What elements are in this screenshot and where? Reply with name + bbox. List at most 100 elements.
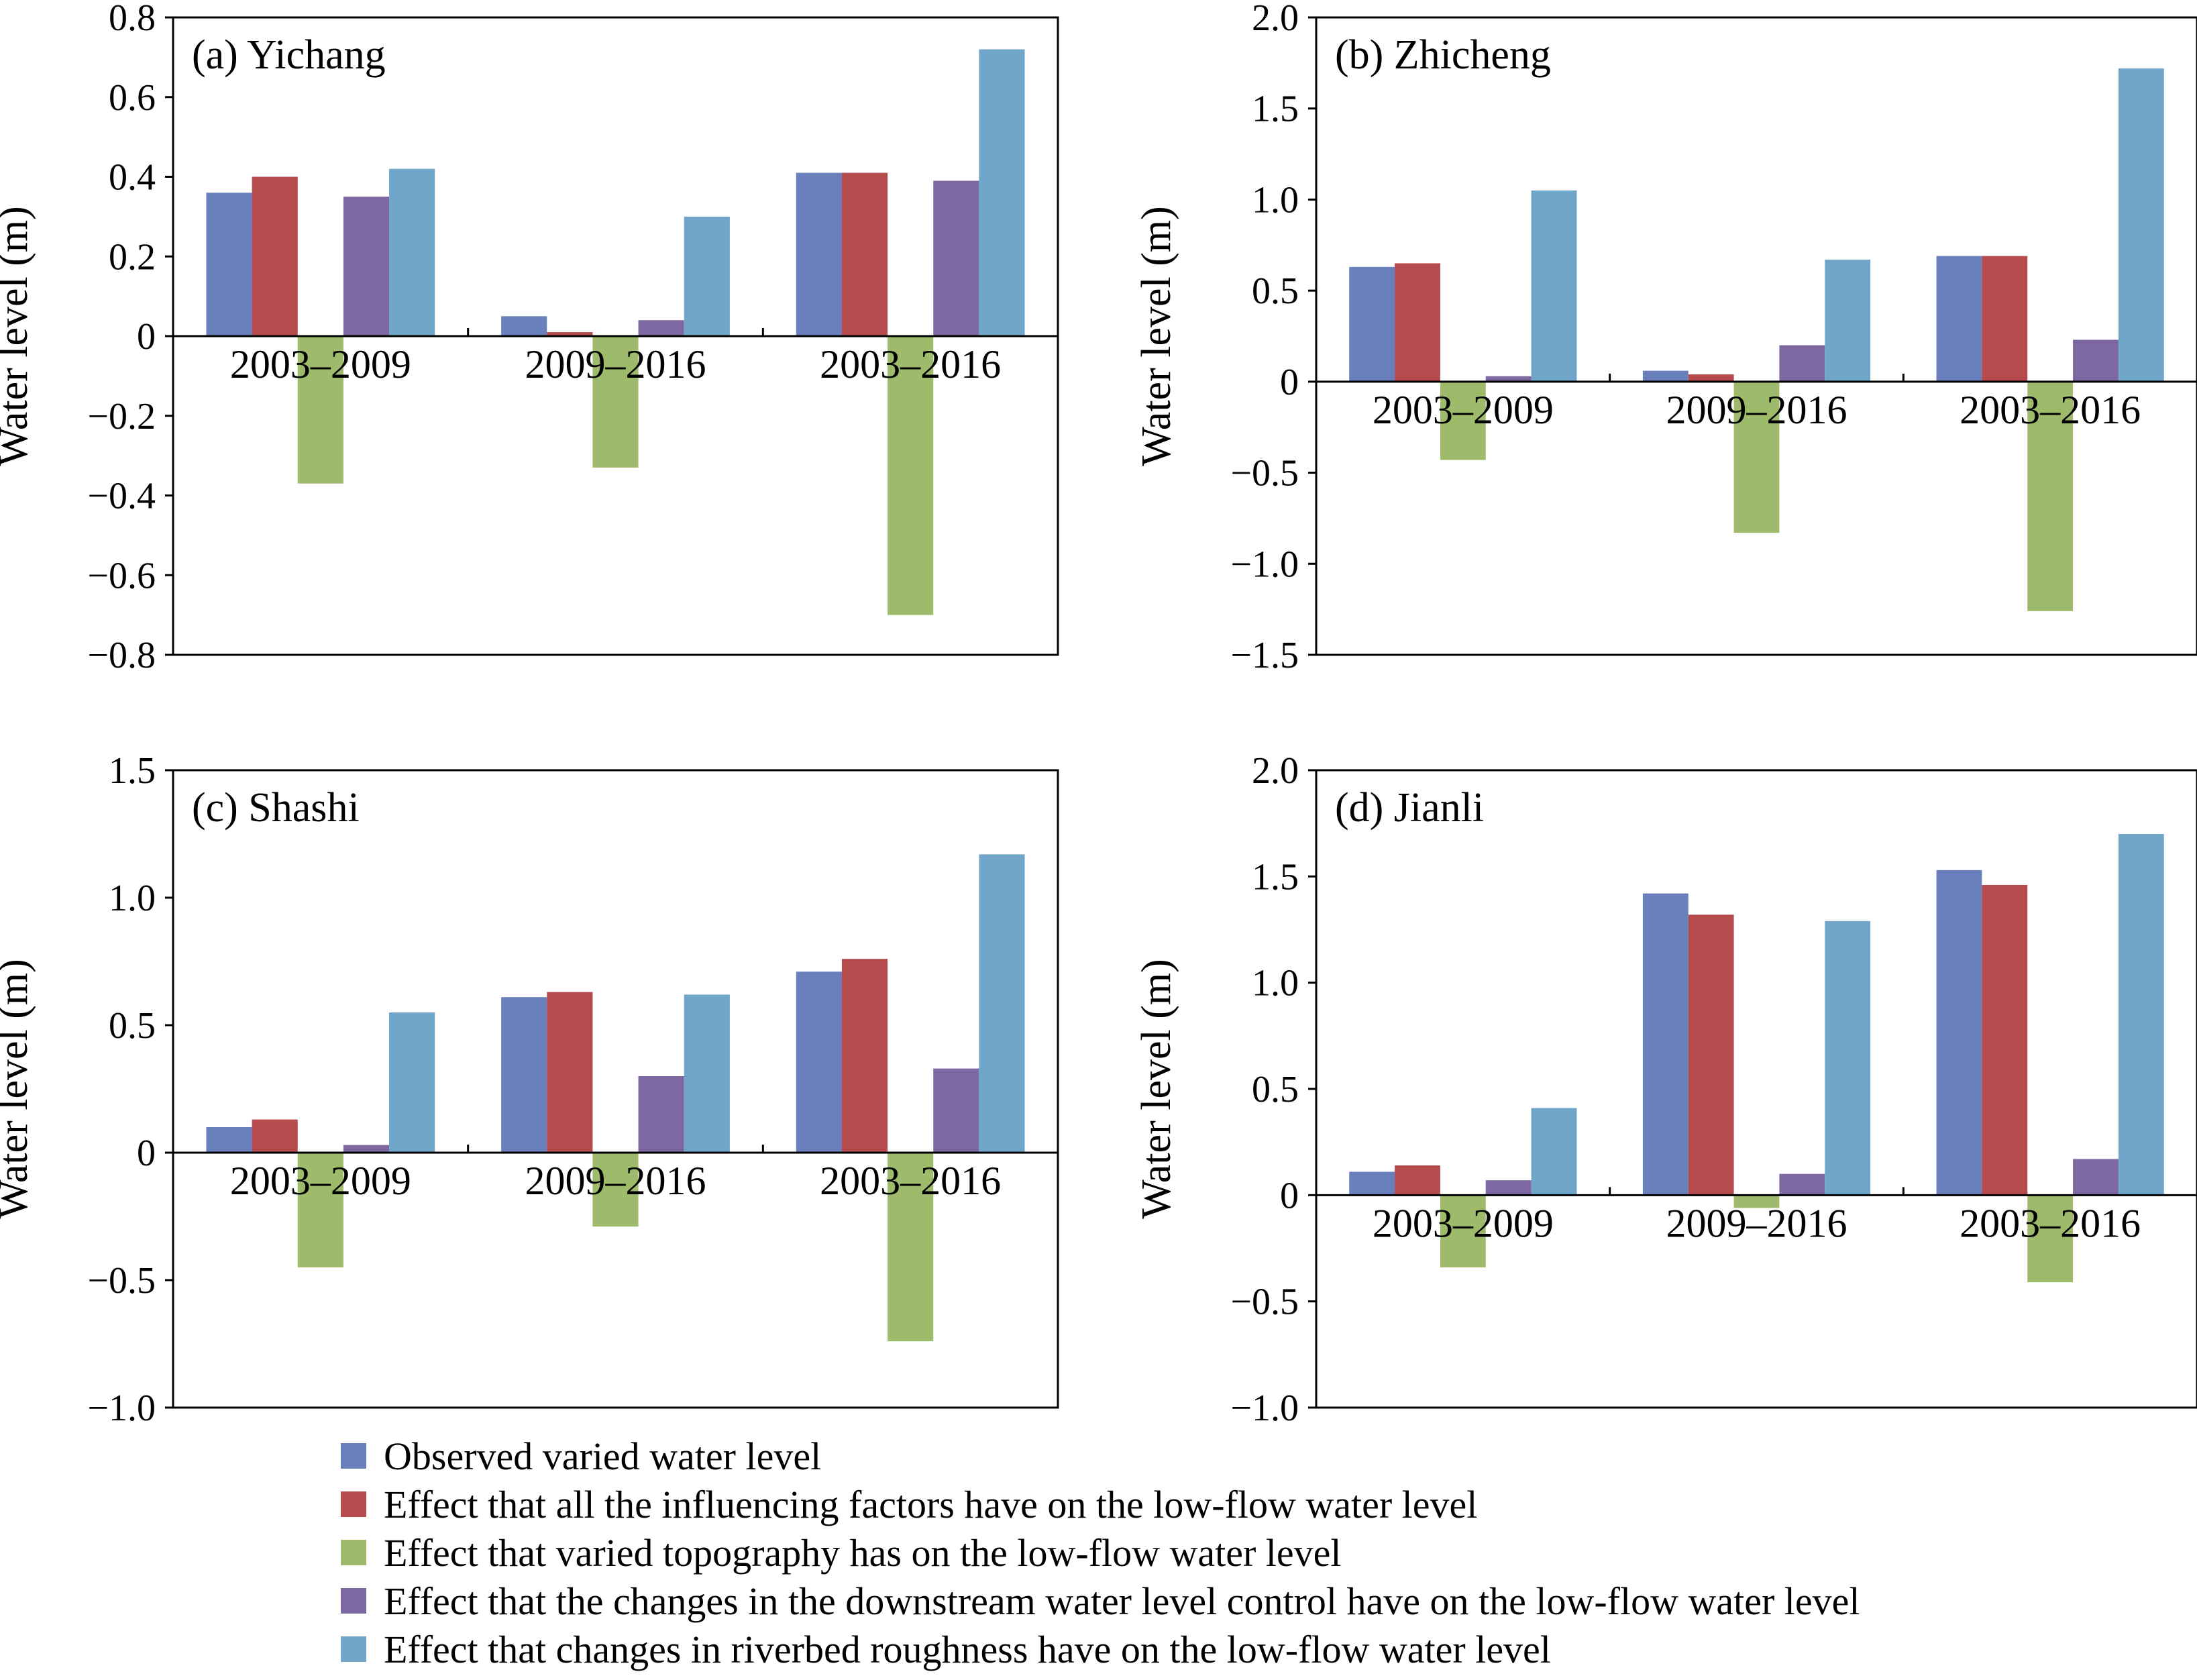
legend-swatch-1 xyxy=(341,1491,366,1517)
bar-p0-c2-s2 xyxy=(888,336,934,615)
bar-p2-c2-s0 xyxy=(796,972,842,1153)
bar-p1-c0-s4 xyxy=(1531,190,1577,382)
category-label-2-1: 2009–2016 xyxy=(525,1159,706,1203)
bar-p1-c1-s4 xyxy=(1825,260,1871,382)
bar-p1-c0-s0 xyxy=(1349,266,1395,382)
bar-p2-c0-s2 xyxy=(297,1153,343,1267)
y-tick-label-0-7: 0.6 xyxy=(109,77,156,119)
bar-p2-c2-s2 xyxy=(888,1153,934,1342)
plot-frame-3 xyxy=(1315,769,2197,1409)
bar-p0-c0-s3 xyxy=(343,197,390,336)
y-tick-label-3-6: 2.0 xyxy=(1252,750,1299,792)
legend-label-1: Effect that all the influencing factors … xyxy=(384,1483,1477,1526)
bar-p3-c2-s2 xyxy=(2027,1195,2074,1283)
y-axis-label-0: Water level (m) xyxy=(0,206,36,466)
y-tick-label-1-0: −1.5 xyxy=(1230,635,1299,676)
category-label-1-2: 2003–2016 xyxy=(1960,388,2141,432)
bar-p3-c0-s3 xyxy=(1485,1180,1532,1196)
bar-p1-c0-s2 xyxy=(1440,381,1486,460)
bar-p0-c1-s0 xyxy=(501,316,547,336)
bar-p3-c0-s0 xyxy=(1349,1171,1395,1196)
bar-p3-c2-s4 xyxy=(2118,834,2164,1196)
bar-p0-c2-s0 xyxy=(796,172,842,336)
bar-p1-c1-s0 xyxy=(1642,370,1689,382)
bar-p1-c2-s2 xyxy=(2027,381,2074,611)
bar-p1-c0-s1 xyxy=(1395,263,1440,382)
bar-p3-c0-s2 xyxy=(1440,1195,1486,1267)
y-tick-label-2-2: 0 xyxy=(137,1133,156,1174)
bar-p1-c2-s0 xyxy=(1936,256,1982,382)
category-label-0-0: 2003–2009 xyxy=(230,342,411,386)
bar-p2-c0-s0 xyxy=(206,1127,252,1153)
legend-swatch-0 xyxy=(341,1443,366,1469)
y-axis-label-2: Water level (m) xyxy=(0,959,36,1218)
y-tick-label-1-7: 2.0 xyxy=(1252,0,1299,39)
y-axis-label-1: Water level (m) xyxy=(1134,206,1179,466)
bar-p3-c2-s3 xyxy=(2073,1159,2119,1196)
y-tick-label-2-0: −1.0 xyxy=(87,1387,156,1429)
bar-p3-c1-s0 xyxy=(1642,893,1689,1196)
panel-title-2: (c) Shashi xyxy=(192,785,360,831)
bar-p1-c2-s3 xyxy=(2073,339,2119,382)
bar-p3-c1-s3 xyxy=(1779,1173,1825,1196)
y-tick-label-2-1: −0.5 xyxy=(87,1260,156,1302)
category-label-2-0: 2003–2009 xyxy=(230,1159,411,1203)
bar-p1-c2-s4 xyxy=(2118,68,2164,382)
bar-p0-c2-s3 xyxy=(933,180,979,336)
category-label-2-2: 2003–2016 xyxy=(820,1159,1001,1203)
bar-p2-c0-s3 xyxy=(343,1145,390,1153)
y-tick-label-1-2: −0.5 xyxy=(1230,453,1299,494)
category-label-3-1: 2009–2016 xyxy=(1666,1201,1847,1245)
y-tick-label-1-4: 0.5 xyxy=(1252,270,1299,312)
category-label-3-0: 2003–2009 xyxy=(1373,1201,1554,1245)
panel-title-0: (a) Yichang xyxy=(192,32,386,78)
bar-p2-c1-s2 xyxy=(592,1153,639,1227)
y-axis-label-3: Water level (m) xyxy=(1134,959,1179,1218)
plot-frame-2 xyxy=(172,769,1059,1409)
legend-label-4: Effect that changes in riverbed roughnes… xyxy=(384,1628,1551,1671)
bar-p2-c0-s4 xyxy=(389,1012,435,1153)
y-tick-label-3-5: 1.5 xyxy=(1252,856,1299,898)
bar-p0-c1-s1 xyxy=(547,332,593,336)
y-tick-label-0-2: −0.4 xyxy=(87,476,156,517)
panel-title-3: (d) Jianli xyxy=(1335,785,1484,831)
y-tick-label-0-6: 0.4 xyxy=(109,157,156,199)
bar-p2-c1-s3 xyxy=(638,1076,684,1153)
y-tick-label-3-0: −1.0 xyxy=(1230,1387,1299,1429)
bar-p3-c1-s4 xyxy=(1825,921,1871,1196)
y-tick-label-3-4: 1.0 xyxy=(1252,963,1299,1004)
y-tick-label-0-4: 0 xyxy=(137,316,156,358)
bar-p2-c0-s1 xyxy=(252,1119,298,1153)
bar-p0-c2-s1 xyxy=(841,172,888,336)
y-tick-label-0-0: −0.8 xyxy=(87,635,156,676)
bar-p0-c1-s4 xyxy=(684,216,730,336)
bar-p2-c2-s4 xyxy=(979,854,1025,1153)
legend-swatch-2 xyxy=(341,1540,366,1565)
panel-title-1: (b) Zhicheng xyxy=(1335,32,1551,78)
legend-label-0: Observed varied water level xyxy=(384,1434,821,1478)
bar-p0-c0-s1 xyxy=(252,176,298,336)
y-tick-label-2-4: 1.0 xyxy=(109,878,156,919)
bar-p1-c2-s1 xyxy=(1982,256,2028,382)
bar-p2-c2-s3 xyxy=(933,1068,979,1153)
y-tick-label-1-3: 0 xyxy=(1280,362,1299,403)
plot-frame-1 xyxy=(1315,16,2197,656)
legend-swatch-3 xyxy=(341,1588,366,1614)
bar-p1-c0-s3 xyxy=(1485,376,1532,382)
category-label-3-2: 2003–2016 xyxy=(1960,1201,2141,1245)
bar-p3-c2-s0 xyxy=(1936,870,1982,1196)
bar-p3-c0-s1 xyxy=(1395,1165,1440,1196)
bar-p2-c1-s4 xyxy=(684,994,730,1153)
y-tick-label-0-3: −0.2 xyxy=(87,396,156,437)
y-tick-label-2-3: 0.5 xyxy=(109,1005,156,1047)
y-tick-label-1-5: 1.0 xyxy=(1252,179,1299,221)
category-label-0-2: 2003–2016 xyxy=(820,342,1001,386)
bar-p3-c1-s2 xyxy=(1733,1195,1780,1208)
bar-p0-c1-s2 xyxy=(592,336,639,468)
category-label-1-1: 2009–2016 xyxy=(1666,388,1847,432)
bar-p0-c2-s4 xyxy=(979,49,1025,336)
y-tick-label-1-6: 1.5 xyxy=(1252,89,1299,130)
legend-swatch-4 xyxy=(341,1636,366,1662)
bar-p3-c0-s4 xyxy=(1531,1108,1577,1196)
